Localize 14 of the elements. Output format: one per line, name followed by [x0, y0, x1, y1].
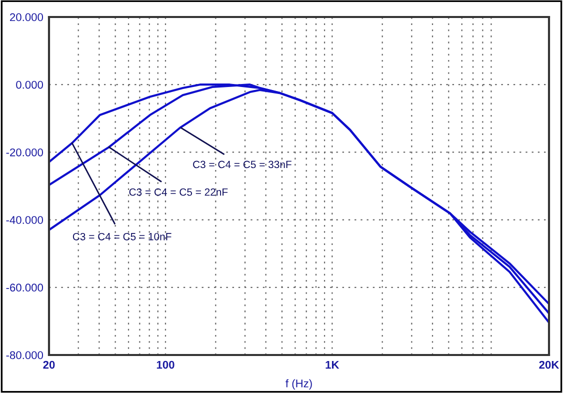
x-tick-label: 100 [156, 360, 174, 369]
y-tick-label: -80.000 [6, 351, 44, 360]
y-tick-label: -40.000 [6, 216, 44, 224]
x-tick-label: 20K [539, 360, 560, 369]
y-tick-label: -20.000 [6, 148, 44, 156]
x-axis-title: f (Hz) [286, 379, 312, 390]
y-tick-label: 0.000 [16, 80, 44, 89]
annotation: C3 = C4 = C5 = 33nF [193, 160, 292, 168]
annotation: C3 = C4 = C5 = 10nF [72, 232, 172, 240]
x-tick-label: 1K [326, 360, 340, 369]
x-tick-label: 20 [43, 360, 55, 369]
y-tick-label: 20.000 [10, 13, 44, 22]
y-tick-label: -60.000 [6, 284, 44, 292]
annotation: C3 = C4 = C5 = 22nF [129, 188, 228, 196]
